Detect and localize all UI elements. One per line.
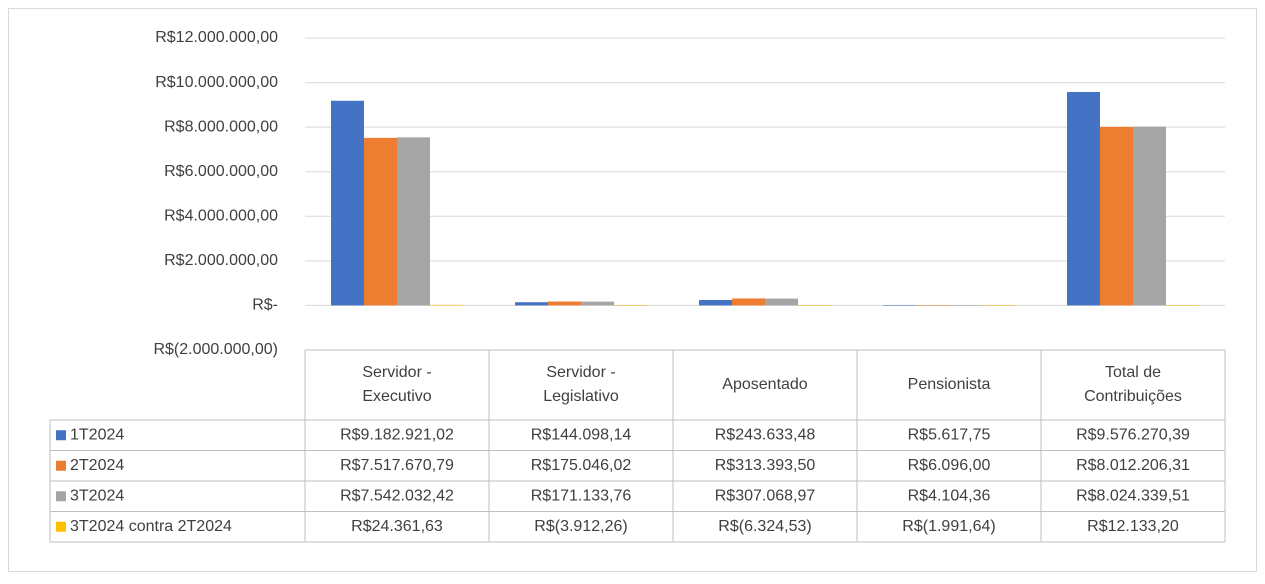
y-tick-label: R$10.000.000,00 (155, 74, 278, 91)
bar (548, 301, 581, 306)
legend-label: 2T2024 (70, 457, 124, 474)
bar (397, 137, 430, 306)
x-tick-label: Servidor -Executivo (362, 364, 431, 405)
x-tick-label: Total de Contribuições (1084, 364, 1182, 405)
table-value: R$243.633,48 (715, 426, 816, 443)
table-value: R$(1.991,64) (902, 518, 995, 535)
bar (916, 305, 949, 306)
x-tick-label: Aposentado (722, 376, 808, 393)
legend-key (56, 491, 66, 502)
table-value: R$4.104,36 (908, 487, 991, 504)
legend-key (56, 521, 66, 532)
legend-label: 1T2024 (70, 426, 124, 443)
legend-key (56, 460, 66, 471)
chart-border (8, 8, 1257, 572)
y-tick-label: R$(2.000.000,00) (153, 341, 278, 358)
table-value: R$24.361,63 (351, 518, 443, 535)
table-value: R$175.046,02 (531, 457, 632, 474)
y-tick-label: R$12.000.000,00 (155, 29, 278, 46)
table-value: R$8.024.339,51 (1076, 487, 1190, 504)
table-value: R$313.393,50 (715, 457, 816, 474)
bar (364, 137, 397, 306)
table-value: R$7.542.032,42 (340, 487, 454, 504)
bar (581, 301, 614, 306)
bar (430, 304, 463, 306)
bar (949, 305, 982, 306)
bar (883, 305, 916, 306)
bar (515, 302, 548, 306)
bar (732, 298, 765, 306)
y-tick-label: R$8.000.000,00 (164, 118, 278, 135)
table-value: R$(3.912,26) (534, 518, 627, 535)
table-value: R$7.517.670,79 (340, 457, 454, 474)
bar (1100, 126, 1133, 306)
bar (1133, 126, 1166, 306)
table-value: R$144.098,14 (531, 426, 632, 443)
table-value: R$9.576.270,39 (1076, 426, 1190, 443)
table-value: R$171.133,76 (531, 487, 632, 504)
bar (699, 299, 732, 306)
table-value: R$6.096,00 (908, 457, 991, 474)
y-tick-label: R$- (252, 297, 278, 314)
table-value: R$8.012.206,31 (1076, 457, 1190, 474)
table-value: R$12.133,20 (1087, 518, 1179, 535)
y-tick-label: R$6.000.000,00 (164, 163, 278, 180)
x-tick-label: Servidor -Legislativo (543, 364, 619, 405)
bar (765, 298, 798, 306)
bar (331, 100, 364, 306)
table-value: R$5.617,75 (908, 426, 991, 443)
legend-label: 3T2024 (70, 487, 124, 504)
table-value: R$(6.324,53) (718, 518, 811, 535)
table-value: R$9.182.921,02 (340, 426, 454, 443)
bar (982, 305, 1015, 306)
bar (1067, 92, 1100, 306)
table-value: R$307.068,97 (715, 487, 816, 504)
legend-key (56, 430, 66, 441)
y-tick-label: R$2.000.000,00 (164, 252, 278, 269)
bar (614, 305, 647, 306)
bar (1166, 305, 1199, 306)
y-tick-label: R$4.000.000,00 (164, 208, 278, 225)
x-tick-label: Pensionista (908, 376, 991, 393)
bar (798, 305, 831, 306)
legend-label: 3T2024 contra 2T2024 (70, 518, 232, 535)
